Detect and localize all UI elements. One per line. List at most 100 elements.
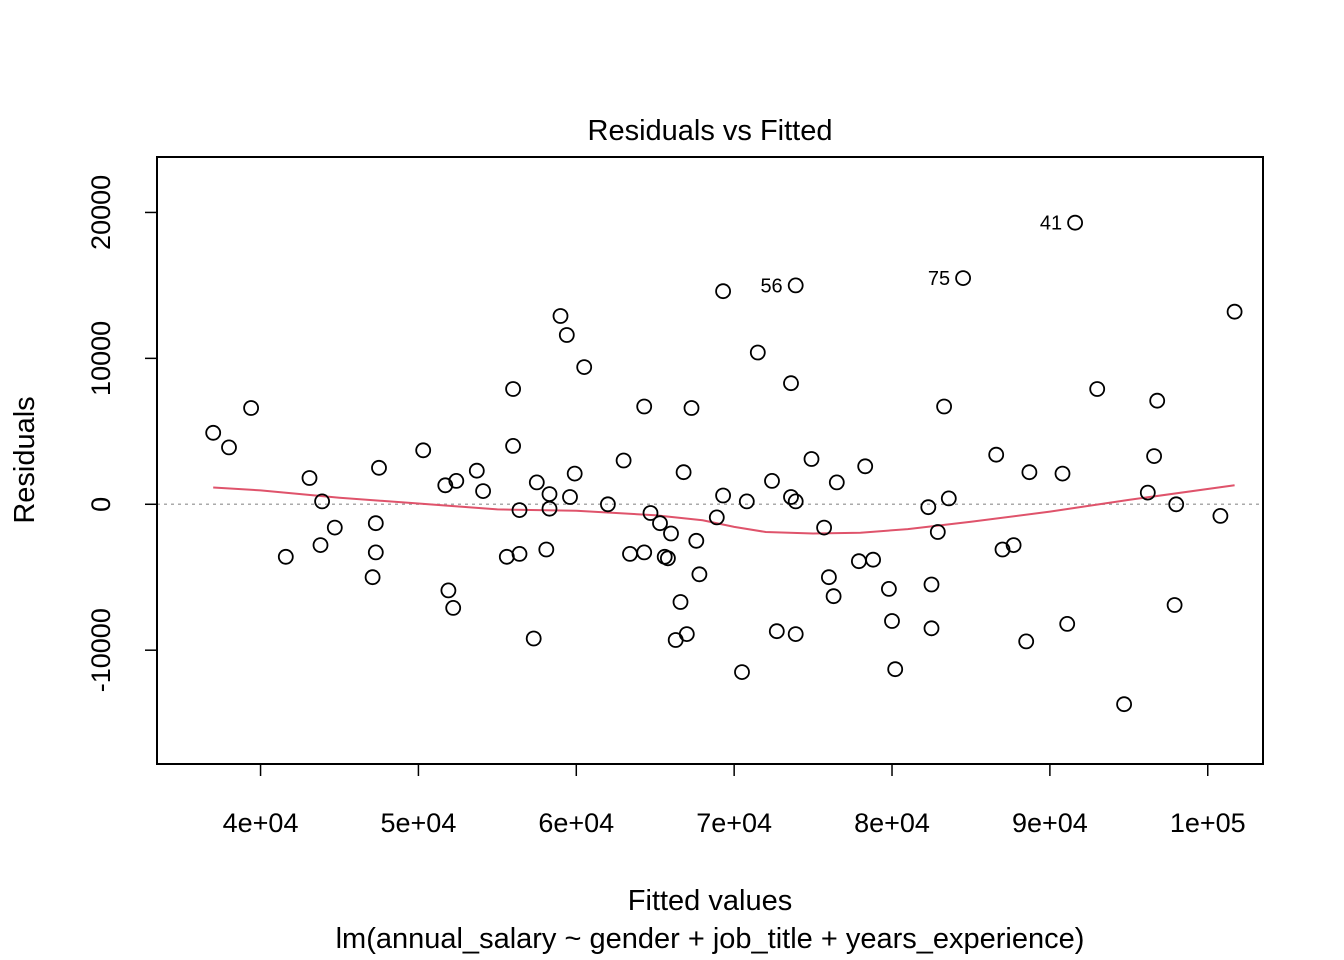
- data-point: [688, 532, 705, 549]
- x-tick-label: 1e+05: [1170, 808, 1246, 838]
- y-tick-label: -10000: [86, 608, 116, 692]
- data-point: [768, 623, 785, 640]
- data-point: [301, 470, 318, 486]
- data-point: [1168, 496, 1185, 513]
- x-tick-label: 7e+04: [696, 808, 772, 838]
- data-point: [541, 500, 558, 517]
- data-point: [923, 576, 940, 593]
- data-point: [783, 489, 799, 505]
- point-label: 56: [760, 275, 782, 297]
- data-point: [364, 569, 381, 586]
- data-point: [865, 551, 881, 568]
- data-point: [221, 439, 237, 456]
- data-point: [803, 451, 820, 467]
- data-point: [923, 620, 940, 637]
- data-point: [505, 381, 521, 397]
- data-point: [988, 446, 1005, 463]
- data-point: [1018, 633, 1035, 650]
- data-point: [642, 505, 659, 521]
- data-point: [764, 472, 780, 489]
- data-point: [558, 327, 575, 343]
- data-point: [600, 496, 616, 513]
- data-point: [1149, 392, 1166, 409]
- data-point: [440, 582, 457, 599]
- points-layer: [205, 214, 1243, 713]
- data-point: [887, 661, 904, 678]
- data-point: [1139, 484, 1156, 501]
- data-point: [787, 277, 804, 294]
- data-point: [1089, 381, 1106, 397]
- data-point: [1054, 465, 1071, 482]
- data-point: [715, 283, 731, 300]
- smoother-line: [213, 484, 1235, 535]
- data-point: [920, 499, 937, 516]
- data-point: [277, 548, 294, 565]
- data-point: [955, 270, 971, 287]
- data-point: [857, 458, 874, 475]
- data-point: [738, 493, 755, 510]
- data-point: [415, 442, 432, 459]
- data-point: [475, 483, 492, 500]
- data-point: [205, 424, 222, 441]
- data-point: [936, 398, 952, 415]
- data-point: [675, 464, 692, 481]
- data-point: [1212, 508, 1229, 524]
- y-axis-title: Residuals: [9, 396, 41, 523]
- data-point: [994, 541, 1011, 558]
- point-label: 41: [1040, 213, 1062, 235]
- data-point: [437, 477, 454, 494]
- point-label: 75: [928, 268, 950, 290]
- data-point: [243, 400, 260, 416]
- data-point: [821, 569, 837, 586]
- data-point: [660, 550, 676, 567]
- data-point: [783, 375, 799, 392]
- chart-title: Residuals vs Fitted: [588, 115, 833, 147]
- data-point: [468, 462, 485, 479]
- data-point: [652, 515, 668, 532]
- data-point: [576, 359, 593, 376]
- data-point: [816, 519, 832, 536]
- x-tick-label: 8e+04: [854, 808, 930, 838]
- data-point: [734, 664, 750, 680]
- data-point: [1146, 448, 1162, 465]
- data-point: [787, 626, 804, 642]
- data-point: [1116, 696, 1132, 713]
- x-tick-label: 6e+04: [538, 808, 614, 838]
- plot-area: 56 75 41: [157, 213, 1263, 713]
- data-point: [511, 546, 528, 562]
- data-point: [448, 472, 465, 489]
- data-point: [940, 490, 957, 507]
- data-point: [929, 524, 946, 540]
- data-point: [1021, 464, 1038, 481]
- data-point: [672, 594, 689, 610]
- data-point: [636, 544, 653, 561]
- data-point: [683, 400, 700, 416]
- data-point: [326, 519, 343, 536]
- data-point: [505, 437, 521, 454]
- data-point: [538, 541, 555, 558]
- data-point: [367, 515, 384, 532]
- data-point: [1067, 214, 1083, 231]
- data-point: [691, 566, 708, 583]
- data-point: [566, 465, 583, 482]
- data-point: [1005, 537, 1022, 553]
- data-point: [552, 308, 569, 324]
- data-point: [511, 502, 528, 519]
- data-point: [615, 452, 632, 469]
- data-point: [528, 474, 545, 491]
- y-tick-label: 10000: [86, 321, 116, 396]
- point-labels-layer: 56 75 41: [760, 213, 1062, 298]
- data-point: [371, 459, 387, 476]
- data-point: [663, 525, 679, 542]
- plot-frame: [156, 156, 1264, 765]
- y-tick-label: 20000: [86, 175, 116, 250]
- data-point: [828, 474, 845, 491]
- x-tick-label: 9e+04: [1012, 808, 1088, 838]
- data-point: [1226, 303, 1243, 320]
- data-point: [525, 630, 542, 647]
- data-point: [884, 613, 900, 629]
- data-point: [708, 509, 725, 526]
- data-point: [312, 537, 329, 553]
